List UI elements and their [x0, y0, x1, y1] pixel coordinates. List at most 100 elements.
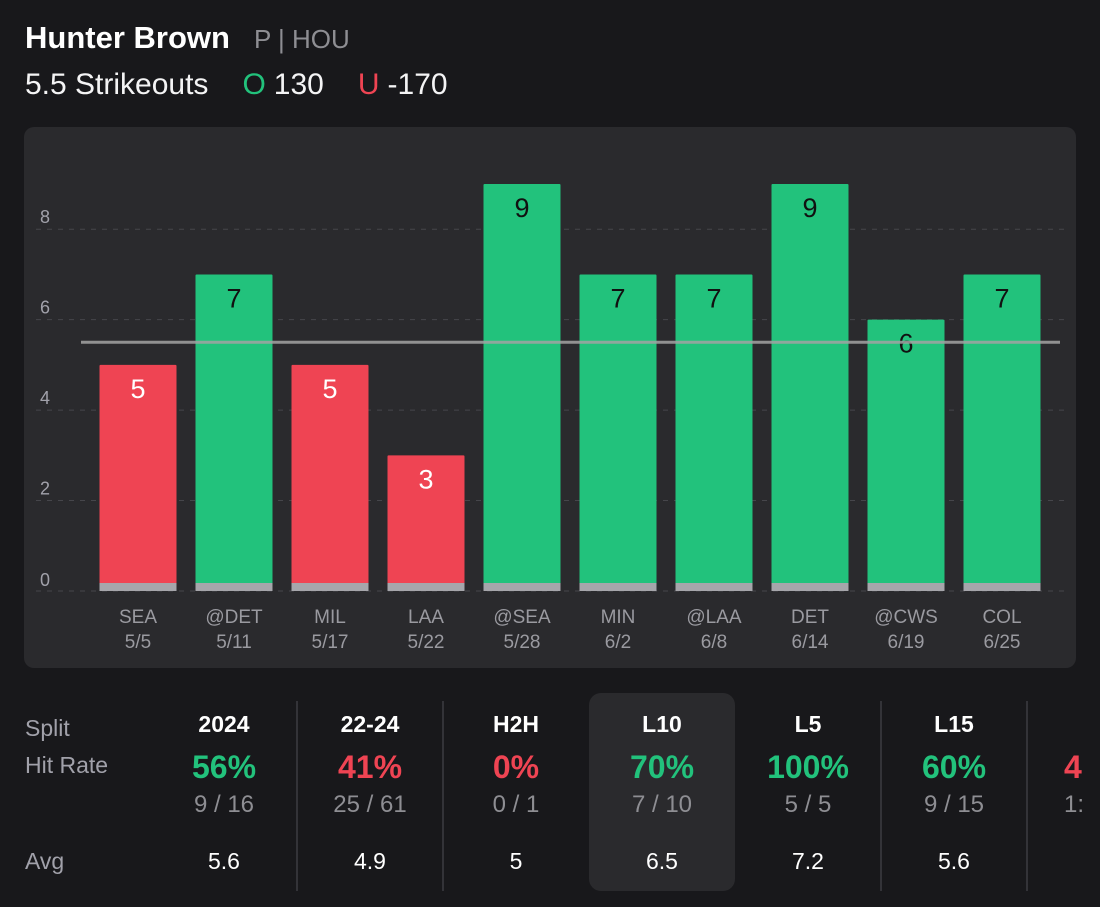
bar-base — [291, 583, 369, 591]
bar[interactable] — [579, 274, 657, 591]
bar-base — [387, 583, 465, 591]
hit-rate-value: 100% — [767, 749, 849, 785]
x-tick-date: 5/22 — [408, 632, 445, 653]
hit-rate-value: 70% — [629, 749, 695, 785]
split-header: L15 — [934, 711, 974, 737]
column-divider — [1026, 701, 1028, 891]
bar-value-label: 7 — [226, 283, 241, 313]
bar-value-label: 7 — [706, 283, 721, 313]
x-tick-opponent: COL — [982, 607, 1021, 628]
bar-value-label: 5 — [322, 374, 337, 404]
under-icon: U — [357, 68, 380, 101]
player-name[interactable]: Hunter Brown — [25, 20, 230, 55]
bar-value-label: 9 — [802, 193, 817, 223]
split-header: H2H — [492, 711, 539, 737]
player-header: Hunter Brown P | HOU 5.5 Strikeouts O 13… — [25, 20, 448, 102]
splits-table: Split Hit Rate Avg 2024 56% 9 / 16 5.6 22-24… — [0, 693, 1100, 893]
hit-rate-value: 4 — [1064, 749, 1082, 785]
bar[interactable] — [867, 319, 945, 591]
x-tick-opponent: DET — [791, 607, 829, 628]
avg-label: Avg — [25, 848, 65, 874]
column-divider — [296, 701, 298, 891]
over-odds-value: 130 — [273, 68, 324, 101]
average-value: 5.6 — [938, 848, 970, 874]
average-value: 7.2 — [792, 848, 824, 874]
bar-base — [675, 583, 753, 591]
bar-base — [195, 583, 273, 591]
average-value: 5 — [509, 848, 523, 874]
x-tick-date: 5/11 — [216, 632, 252, 653]
x-tick-opponent: LAA — [408, 607, 444, 628]
bar[interactable] — [675, 274, 753, 591]
x-tick-date: 5/5 — [125, 632, 151, 653]
under-odds[interactable]: U -170 — [358, 68, 448, 102]
hit-count: 9 / 16 — [193, 791, 255, 818]
x-tick-date: 6/25 — [984, 632, 1021, 653]
x-tick-opponent: @SEA — [493, 607, 551, 628]
x-tick-opponent: @CWS — [874, 607, 938, 628]
x-tick-opponent: MIL — [314, 607, 346, 628]
player-position-team: P | HOU — [253, 24, 350, 54]
x-tick-date: 6/19 — [888, 632, 925, 653]
bar-base — [771, 583, 849, 591]
bar[interactable] — [291, 364, 369, 591]
split-column-h2h[interactable]: H2H 0% 0 / 1 5 — [443, 693, 589, 891]
split-column-l5[interactable]: L5 100% 5 / 5 7.2 — [735, 693, 881, 891]
hit-rate-value: 41% — [337, 749, 403, 785]
x-tick-date: 5/28 — [504, 632, 541, 653]
hit-count: 1: — [1064, 791, 1085, 818]
bar[interactable] — [195, 274, 273, 591]
split-header: 22-24 — [340, 711, 400, 737]
y-tick-label: 0 — [40, 570, 50, 590]
split-header: L10 — [642, 711, 682, 737]
prop-line-row: 5.5 Strikeouts O 130 U -170 — [25, 68, 448, 102]
y-tick-label: 2 — [40, 479, 50, 499]
x-tick-opponent: @LAA — [686, 607, 742, 628]
bar-base — [483, 583, 561, 591]
bar[interactable] — [99, 364, 177, 591]
hit-count: 7 / 10 — [631, 791, 693, 818]
y-tick-label: 6 — [40, 298, 50, 318]
hit-rate-value: 0% — [492, 749, 540, 785]
chart-svg: 0 2 4 6 8 5 SEA 5/5 7 @DET 5/11 5 MIL 5/17 3 LAA 5/22 9 @S… — [36, 184, 1064, 653]
hit-rate-value: 56% — [191, 749, 257, 785]
bar[interactable] — [771, 184, 849, 591]
split-column-l10[interactable]: L10 70% 7 / 10 6.5 — [589, 693, 735, 891]
y-tick-label: 8 — [40, 207, 50, 227]
split-column-partial[interactable]: 4 1: — [1028, 693, 1100, 893]
average-value: 5.6 — [208, 848, 240, 874]
bar-value-label: 3 — [418, 464, 433, 494]
x-tick-date: 6/8 — [701, 632, 727, 653]
hit-count: 9 / 15 — [923, 791, 985, 818]
hit-rate-value: 60% — [921, 749, 987, 785]
bar-base — [963, 583, 1041, 591]
split-header: L5 — [794, 711, 822, 737]
bar-value-label: 7 — [994, 283, 1009, 313]
bar-base — [99, 583, 177, 591]
y-tick-label: 4 — [40, 388, 50, 408]
hit-rate-label: Hit Rate — [25, 752, 109, 778]
over-odds[interactable]: O 130 — [242, 68, 323, 102]
hit-count: 25 / 61 — [333, 791, 407, 818]
bar[interactable] — [963, 274, 1041, 591]
split-column-2024[interactable]: 2024 56% 9 / 16 5.6 — [151, 693, 297, 891]
x-tick-opponent: SEA — [119, 607, 157, 628]
x-tick-opponent: MIN — [601, 607, 636, 628]
split-column-22-24[interactable]: 22-24 41% 25 / 61 4.9 — [297, 693, 443, 891]
split-column-l15[interactable]: L15 60% 9 / 15 5.6 — [881, 693, 1027, 891]
bar[interactable] — [483, 184, 561, 591]
x-tick-opponent: @DET — [205, 607, 263, 628]
split-label: Split — [25, 715, 70, 741]
bar[interactable] — [387, 455, 465, 591]
average-value: 6.5 — [646, 848, 678, 874]
bar-base — [867, 583, 945, 591]
bar-base — [579, 583, 657, 591]
prop-line: 5.5 Strikeouts — [25, 68, 209, 101]
bar-value-label: 7 — [610, 283, 625, 313]
hit-count: 5 / 5 — [784, 791, 832, 818]
under-odds-value: -170 — [387, 68, 448, 101]
column-divider — [442, 701, 444, 891]
x-tick-date: 6/2 — [605, 632, 631, 653]
split-header: 2024 — [198, 711, 250, 737]
bar-value-label: 5 — [130, 374, 145, 404]
